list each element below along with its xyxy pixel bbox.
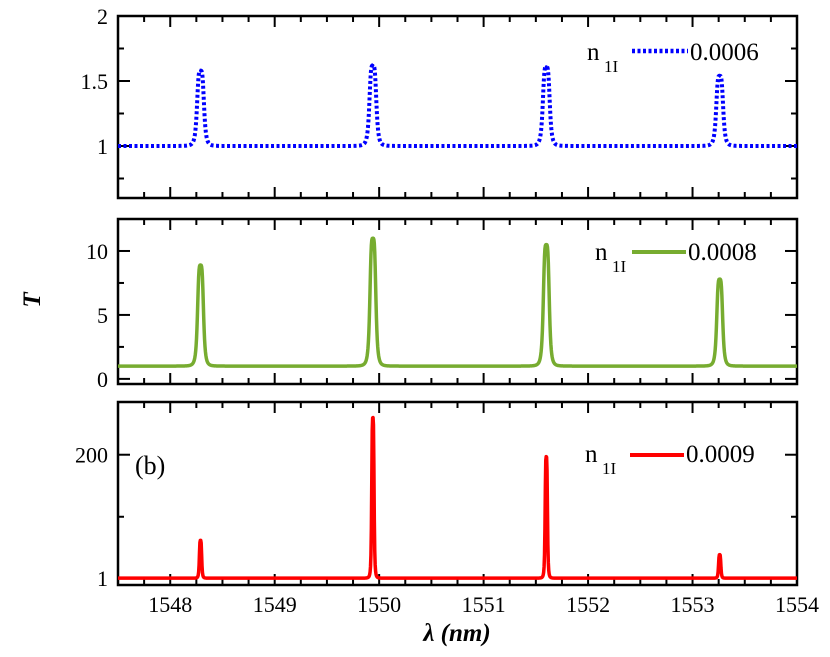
panel-annotation-b: (b) [135, 451, 165, 480]
peak-point [544, 65, 548, 69]
panel-frame [116, 400, 799, 587]
x-axis-label-unit: (nm) [434, 620, 490, 647]
peak-point [199, 263, 203, 267]
x-axis: 1548 1549 1550 1551 1552 1553 1554 [148, 592, 819, 617]
y-tick-label: 5 [97, 303, 108, 328]
peak-point [718, 74, 722, 78]
y-tick-label: 1.5 [81, 69, 109, 94]
peak-point [544, 243, 548, 247]
y-tick-label: 0 [97, 367, 108, 392]
x-tick-label: 1553 [671, 592, 715, 617]
x-tick-label: 1549 [253, 592, 297, 617]
peak-point [371, 63, 375, 67]
x-tick-label: 1551 [462, 592, 506, 617]
legend-bottom: n1I 0.0009 [585, 441, 755, 478]
peak-point [371, 416, 375, 420]
series-line-bottom [116, 415, 799, 580]
peak-point [718, 277, 722, 281]
legend-name-subscript: 1I [612, 257, 627, 276]
x-axis-label: λ (nm) [422, 620, 490, 647]
peak-point [371, 236, 375, 240]
legend-value: 0.0008 [688, 239, 757, 266]
series-line-middle [116, 236, 799, 368]
panel-bottom: 1 200 n1I 0.0009 [75, 400, 799, 591]
x-tick-label: 1552 [566, 592, 610, 617]
x-axis-label-symbol: λ [422, 620, 434, 647]
legend-middle: n1I 0.0008 [595, 239, 757, 276]
legend-name: n [595, 239, 608, 266]
legend-name: n [587, 39, 600, 66]
peak-point [199, 538, 203, 542]
legend-name-subscript: 1I [602, 459, 617, 478]
legend-value: 0.0009 [686, 441, 755, 468]
y-tick-label: 200 [75, 443, 108, 468]
peak-point [544, 455, 548, 459]
y-tick-label: 2 [97, 4, 108, 29]
x-tick-label: 1554 [775, 592, 819, 617]
y-tick-label: 1 [97, 566, 108, 591]
x-tick-label: 1550 [357, 592, 401, 617]
y-axis-label: T [19, 291, 46, 308]
legend-name-subscript: 1I [604, 57, 619, 76]
y-tick-label: 10 [86, 239, 108, 264]
legend-top: n1I 0.0006 [587, 39, 759, 76]
y-tick-label: 1 [97, 134, 108, 159]
peak-point [718, 553, 722, 557]
legend-name: n [585, 441, 598, 468]
panel-top: 1 1.5 2 n1I 0.0006 [81, 4, 799, 200]
legend-value: 0.0006 [690, 39, 759, 66]
series-line-top [116, 63, 799, 148]
x-tick-label: 1548 [148, 592, 192, 617]
peak-point [199, 69, 203, 73]
panel-middle: 0 5 10 n1I 0.0008 [86, 217, 799, 392]
